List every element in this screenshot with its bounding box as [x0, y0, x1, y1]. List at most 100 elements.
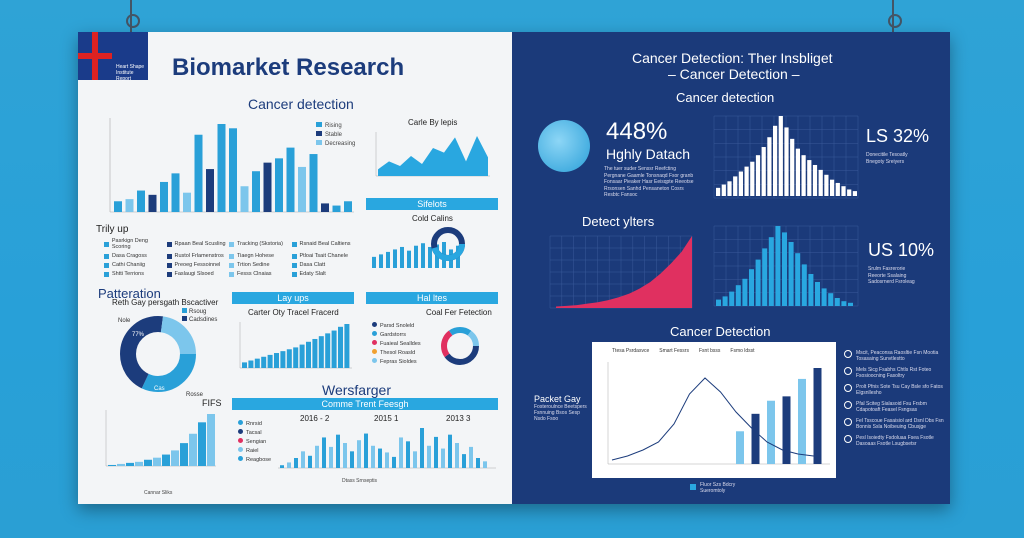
right-mid-bar — [821, 288, 827, 306]
trily-swatch — [104, 241, 109, 247]
comme-bar — [448, 434, 452, 468]
side-notes-list: Mscit, Peaconsa Raosltie Fsn Mootia Tosa… — [844, 350, 944, 452]
donut-label-rosse: Rosse — [186, 392, 204, 398]
trily-item: Faslaugi Slsoed — [166, 271, 230, 277]
cold-bar — [379, 254, 383, 268]
legend-item: Sengian — [238, 438, 271, 447]
donut-label-nole: Nole — [118, 318, 131, 324]
main-bar — [321, 203, 329, 212]
cancer-detection-lower-title: Cancer Detection — [670, 324, 771, 339]
comme-banner: Comme Trent Feesgh — [232, 398, 498, 410]
big-percent: 448% — [606, 118, 668, 145]
fifs-bar — [207, 414, 215, 466]
big-percent-sub: Hghly Datach — [606, 146, 691, 162]
carter-bar — [261, 356, 267, 368]
main-bar — [309, 154, 318, 212]
legend-swatch — [238, 420, 243, 425]
carter-bar — [254, 358, 260, 368]
right-top-bar — [784, 127, 789, 196]
comme-bar — [357, 440, 361, 468]
trily-swatch — [229, 271, 234, 277]
comme-bar — [455, 443, 459, 468]
carter-bar — [318, 336, 324, 368]
main-bar — [194, 134, 203, 212]
side-note-icon — [844, 350, 852, 358]
side-note-icon — [844, 435, 852, 443]
right-top-bar — [767, 137, 772, 196]
right-top-bar — [847, 189, 852, 196]
trily-item-label: Fesss Clnaias — [237, 271, 272, 277]
cold-bar — [400, 246, 404, 268]
trily-item: Dasa Clatt — [291, 262, 355, 268]
fifs-xlabel: Cannar Sliks — [144, 490, 173, 496]
trily-item-label: Rpaan Beal Scusling — [174, 241, 226, 247]
trily-item: Cathi Chaniig — [104, 262, 167, 268]
legend-item: Tacsal — [238, 429, 271, 438]
main-bar — [160, 181, 168, 212]
right-top-bar — [738, 171, 743, 196]
right-mid-bar — [828, 293, 834, 306]
comme-bar — [350, 451, 354, 468]
right-top-bar — [778, 116, 783, 196]
carter-chart-title: Carter Oty Tracel Fracerd — [248, 308, 339, 317]
trily-item-label: Shtti Terrions — [112, 271, 144, 277]
carter-bar — [338, 326, 343, 368]
side-note-icon — [844, 418, 852, 426]
fifs-bar — [108, 464, 116, 466]
right-top-bar — [795, 148, 800, 196]
comme-bar-chart — [278, 428, 496, 469]
side-note: Pfal Sciteg Sialasoid Fsu Frsbm Cdapotoa… — [844, 401, 944, 413]
trily-item: Dasa Cragoss — [104, 253, 167, 259]
patteration-title: Patteration — [98, 286, 161, 301]
detect-area — [556, 236, 692, 308]
side-note: Prolt Pfnis Sote Tsu Cay Bsle sfo Fatos … — [844, 384, 944, 396]
carle-chart-title: Carle By lepis — [408, 118, 458, 127]
fifs-area-chart — [105, 410, 216, 467]
trily-item-label: Dasa Cragoss — [112, 253, 147, 259]
footer-swatch — [690, 484, 696, 490]
side-note-icon — [844, 384, 852, 392]
carter-bar — [267, 354, 273, 368]
hal-ltes-banner: Hal ltes — [366, 292, 498, 304]
right-top-bar — [733, 176, 738, 196]
trily-item: Pasrkign Deng Scoring — [104, 238, 167, 250]
right-top-bar — [841, 186, 846, 196]
right-top-bar — [835, 182, 840, 196]
fifs-bar — [198, 422, 206, 466]
main-bar — [252, 171, 260, 212]
comme-bar — [413, 451, 417, 468]
legend-item: Rnrsid — [238, 420, 271, 429]
legend-swatch — [372, 331, 377, 336]
side-note: Pesl Isoiedty Fsdoluaa Fsea Fsotle Dasoa… — [844, 435, 944, 447]
lower-bar — [751, 413, 760, 464]
side-note-text: Fel Tsscoue Fasaisiol ard Dsnl Dbs Fsn B… — [856, 418, 944, 430]
page-title: Biomarket Research — [172, 54, 405, 81]
fifs-bar — [117, 463, 125, 466]
legend-swatch — [316, 131, 322, 136]
right-top-bar — [852, 191, 857, 196]
trily-item-label: Trtion Sedine — [237, 262, 270, 268]
comme-bar — [483, 461, 487, 468]
lower-legend-item: Fsmo ldsst — [730, 348, 755, 354]
main-bar — [217, 124, 226, 212]
right-mid-bar — [722, 296, 728, 306]
legend-label: Parsd Snoleld — [380, 323, 415, 329]
cold-bar — [393, 249, 397, 268]
year-label-1: 2016 - 2 — [300, 414, 330, 423]
comme-bar — [364, 433, 368, 468]
side-note-text: Mscit, Peaconsa Raosltie Fsn Mootia Tosa… — [856, 350, 939, 362]
legend-swatch — [316, 122, 322, 127]
cold-bar-chart — [372, 227, 465, 268]
cold-calins-title: Cold Calins — [412, 214, 453, 223]
right-mid-bar — [834, 298, 840, 306]
trily-swatch — [104, 253, 109, 259]
side-note-text: Mels Sicg Fsabhs Chtls Rst Foteo Fsosioo… — [856, 367, 932, 379]
trily-item-label: Preoeg Fessoinnel — [174, 262, 221, 268]
right-top-bar — [727, 181, 732, 196]
coal-donut-segment — [441, 327, 479, 365]
main-bar — [332, 205, 341, 212]
bottom-xlabel: Dtass Srnseptis — [342, 478, 378, 484]
comme-bar — [343, 443, 347, 468]
globe-icon — [538, 120, 590, 172]
cold-bar — [407, 250, 411, 268]
